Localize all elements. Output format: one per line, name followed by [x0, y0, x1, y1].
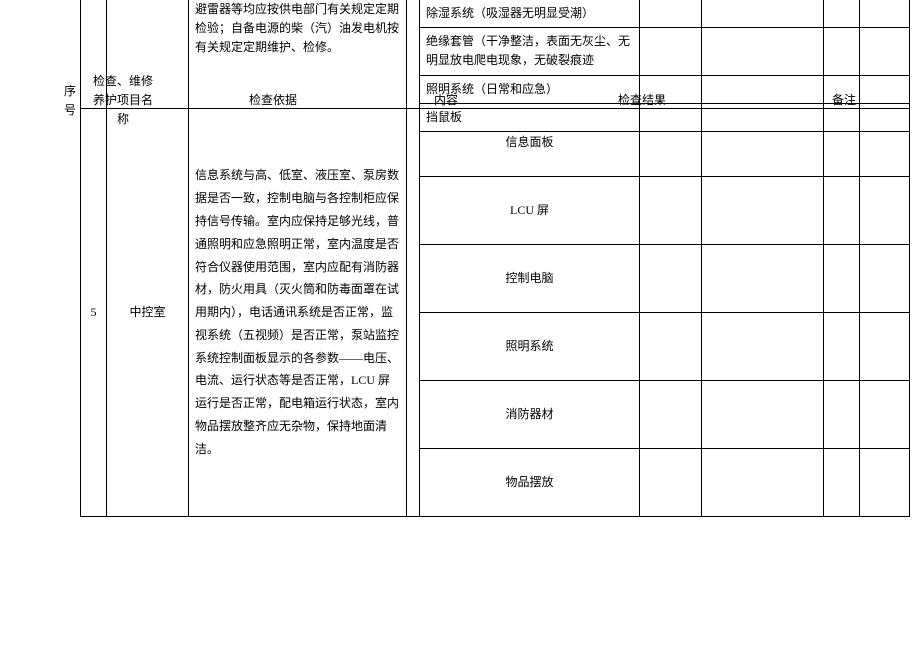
cell-basis-5: 信息系统与高、低室、液压室、泵房数据是否一致，控制电脑与各控制柜应保持信号传输。… — [189, 109, 407, 517]
cell-remark-dehumid-a — [824, 0, 860, 28]
cell-rem-place-b — [860, 449, 910, 517]
cell-rem-ctrl-a — [824, 245, 860, 313]
cell-res-info-b — [702, 109, 824, 177]
cell-rem-place-a — [824, 449, 860, 517]
page: 避雷器等均应按供电部门有关规定定期检验；自备电源的柴（汽）油发电机按有关规定定期… — [0, 0, 920, 651]
cell-item-lcu: LCU 屏 — [420, 177, 640, 245]
cell-item-place: 物品摆放 — [420, 449, 640, 517]
cell-res-lcu-b — [702, 177, 824, 245]
cell-result-dehumid-b — [702, 0, 824, 28]
row5-info-panel: 5 中控室 信息系统与高、低室、液压室、泵房数据是否一致，控制电脑与各控制柜应保… — [81, 109, 910, 177]
cell-spacer-5 — [407, 109, 420, 517]
cell-res-fire-a — [640, 381, 702, 449]
cell-rem-ctrl-b — [860, 245, 910, 313]
cell-res-light-b — [702, 313, 824, 381]
cell-remark-dehumid-b — [860, 0, 910, 28]
cell-res-info-a — [640, 109, 702, 177]
cell-rem-lcu-b — [860, 177, 910, 245]
cell-res-fire-b — [702, 381, 824, 449]
cell-res-place-b — [702, 449, 824, 517]
hdr-seq: 序号 — [58, 68, 82, 134]
cell-res-ctrl-a — [640, 245, 702, 313]
table-row5: 5 中控室 信息系统与高、低室、液压室、泵房数据是否一致，控制电脑与各控制柜应保… — [80, 108, 910, 517]
cell-result-dehumid-a — [640, 0, 702, 28]
cell-rem-info-b — [860, 109, 910, 177]
cell-res-light-a — [640, 313, 702, 381]
cell-seq-5: 5 — [81, 109, 107, 517]
cell-item-light: 照明系统 — [420, 313, 640, 381]
cell-res-place-a — [640, 449, 702, 517]
cell-rem-light-a — [824, 313, 860, 381]
cell-item-info: 信息面板 — [420, 109, 640, 177]
row-prev-dehumid: 避雷器等均应按供电部门有关规定定期检验；自备电源的柴（汽）油发电机按有关规定定期… — [81, 0, 910, 28]
cell-item-ctrl: 控制电脑 — [420, 245, 640, 313]
cell-name-5: 中控室 — [107, 109, 189, 517]
cell-rem-fire-b — [860, 381, 910, 449]
cell-res-ctrl-b — [702, 245, 824, 313]
cell-rem-lcu-a — [824, 177, 860, 245]
cell-rem-light-b — [860, 313, 910, 381]
cell-res-lcu-a — [640, 177, 702, 245]
cell-rem-fire-a — [824, 381, 860, 449]
cell-item-fire: 消防器材 — [420, 381, 640, 449]
cell-item-dehumid: 除湿系统（吸湿器无明显受潮） — [420, 0, 640, 28]
cell-rem-info-a — [824, 109, 860, 177]
